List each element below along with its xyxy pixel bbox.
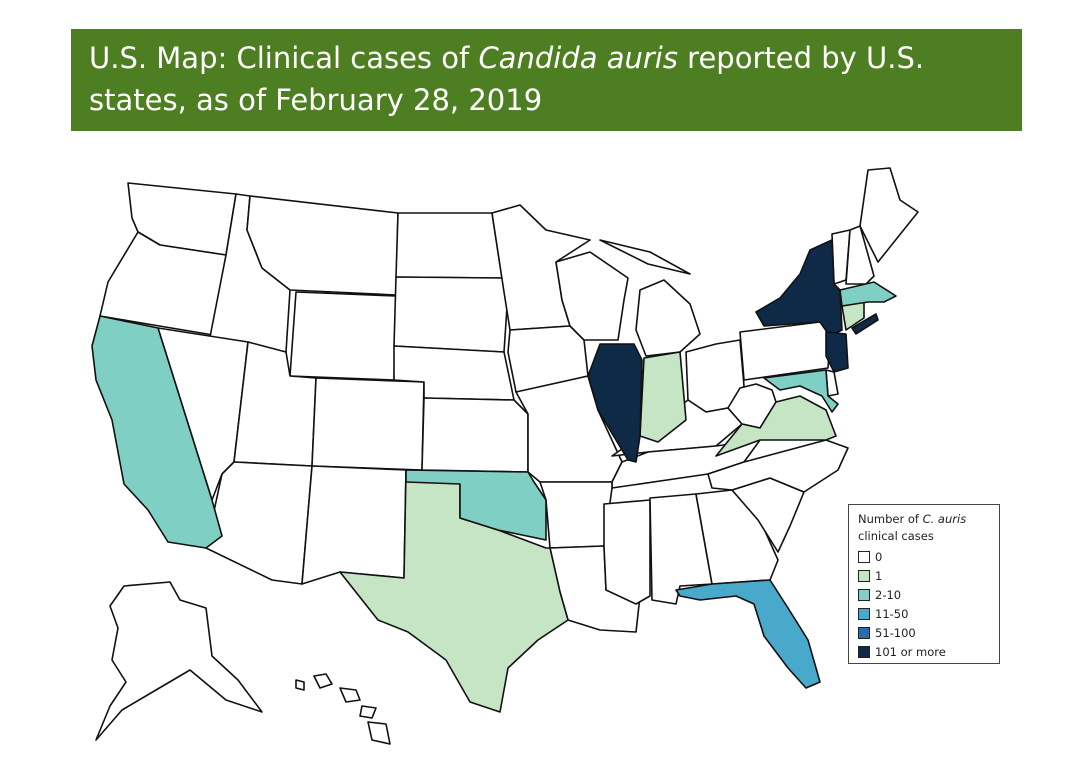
states-eleven-to-fifty — [675, 579, 821, 689]
legend-swatch — [858, 645, 870, 658]
state-north-dakota — [395, 212, 503, 279]
legend-swatch — [858, 569, 870, 582]
state-north-carolina — [707, 439, 849, 493]
legend-item-2-10: 2-10 — [858, 585, 990, 604]
state-virginia — [715, 395, 837, 457]
state-colorado — [311, 377, 425, 471]
state-arkansas — [539, 481, 613, 549]
state-hawaii — [295, 673, 391, 745]
legend-item-0: 0 — [858, 547, 990, 566]
state-new-mexico — [301, 465, 407, 585]
state-mississippi — [603, 499, 651, 605]
title-date-line: states, as of February 28, 2019 — [89, 83, 543, 117]
state-massachusetts — [839, 281, 897, 307]
states-zero — [95, 167, 919, 745]
state-long-island — [851, 313, 879, 335]
legend-item-11-50: 11-50 — [858, 604, 990, 623]
state-alaska — [95, 581, 263, 741]
legend-swatch — [858, 607, 870, 620]
state-new-jersey — [825, 331, 849, 373]
legend-item-101-plus: 101 or more — [858, 642, 990, 661]
legend-swatch — [858, 588, 870, 601]
state-oklahoma — [405, 469, 547, 541]
state-new-hampshire — [845, 225, 875, 285]
legend-item-51-100: 51-100 — [858, 623, 990, 642]
states-over-hundred — [587, 239, 879, 463]
states-two-to-ten — [91, 281, 897, 549]
state-michigan — [599, 239, 701, 357]
state-new-york — [755, 239, 843, 337]
legend-title: Number of C. auris clinical cases — [858, 512, 967, 543]
state-florida — [675, 579, 821, 689]
state-california — [91, 315, 223, 549]
title-organism: Candida auris — [478, 41, 678, 75]
state-arizona — [205, 461, 313, 585]
title-prefix: U.S. Map: Clinical cases of — [89, 41, 479, 75]
state-wyoming — [289, 291, 397, 381]
states-one-case — [339, 301, 865, 713]
state-kansas — [421, 397, 529, 473]
legend-item-1: 1 — [858, 566, 990, 585]
state-south-dakota — [393, 276, 509, 353]
map-title: U.S. Map: Clinical cases of Candida auri… — [71, 29, 1022, 131]
legend-swatch — [858, 550, 870, 563]
state-illinois — [587, 343, 643, 463]
state-wisconsin — [555, 251, 629, 341]
map-legend: Number of C. auris clinical cases 0 1 2-… — [848, 504, 1000, 664]
state-maryland — [763, 369, 839, 413]
title-suffix: reported by U.S. — [677, 41, 925, 75]
legend-swatch — [858, 626, 870, 639]
state-maine — [859, 167, 919, 263]
